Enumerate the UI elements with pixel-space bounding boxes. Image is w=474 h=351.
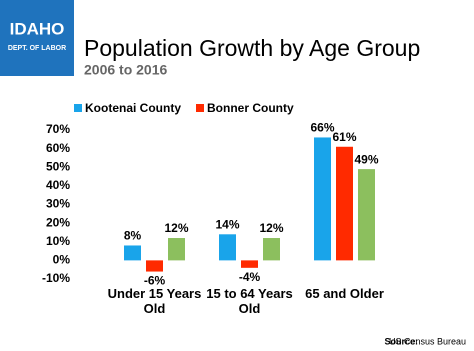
bar [263, 238, 280, 261]
x-tick-label: 15 to 64 Years Old [206, 286, 293, 316]
bar [146, 260, 163, 272]
y-tick-label: 50% [46, 159, 70, 173]
legend-label: Bonner County [207, 101, 294, 115]
logo-subtext: DEPT. OF LABOR [8, 45, 66, 52]
data-label: 12% [259, 221, 283, 235]
legend-label: Kootenai County [85, 101, 181, 115]
legend-swatch [74, 104, 82, 112]
y-tick-label: -10% [42, 271, 70, 285]
bar [241, 260, 258, 268]
bar [168, 238, 185, 261]
chart-subtitle: 2006 to 2016 [84, 62, 167, 78]
bar [124, 245, 141, 261]
bar [336, 146, 353, 261]
data-label: 12% [164, 221, 188, 235]
y-tick-label: 60% [46, 141, 70, 155]
data-label: 49% [354, 152, 378, 166]
data-label: 14% [215, 217, 239, 231]
source-label: Source: [384, 336, 418, 346]
source: US Census Bureau [389, 336, 466, 346]
bar [314, 137, 331, 261]
legend-swatch [196, 104, 204, 112]
logo-text: IDAHO [10, 19, 65, 38]
y-tick-label: 40% [46, 178, 70, 192]
y-tick-label: 70% [46, 122, 70, 136]
data-label: 61% [332, 130, 356, 144]
chart-title: Population Growth by Age Group [84, 35, 420, 61]
y-tick-label: 10% [46, 234, 70, 248]
data-label: 8% [124, 229, 142, 243]
data-label: 66% [310, 121, 334, 135]
x-tick-label: Under 15 Years Old [107, 286, 202, 316]
data-label: -4% [239, 270, 261, 284]
bar [219, 234, 236, 261]
logo-box [0, 0, 74, 76]
x-tick-label: 65 and Older [305, 286, 384, 301]
y-tick-label: 0% [53, 253, 71, 267]
y-tick-label: 30% [46, 197, 70, 211]
bar [358, 169, 375, 261]
y-tick-label: 20% [46, 215, 70, 229]
data-label: -6% [144, 274, 166, 288]
